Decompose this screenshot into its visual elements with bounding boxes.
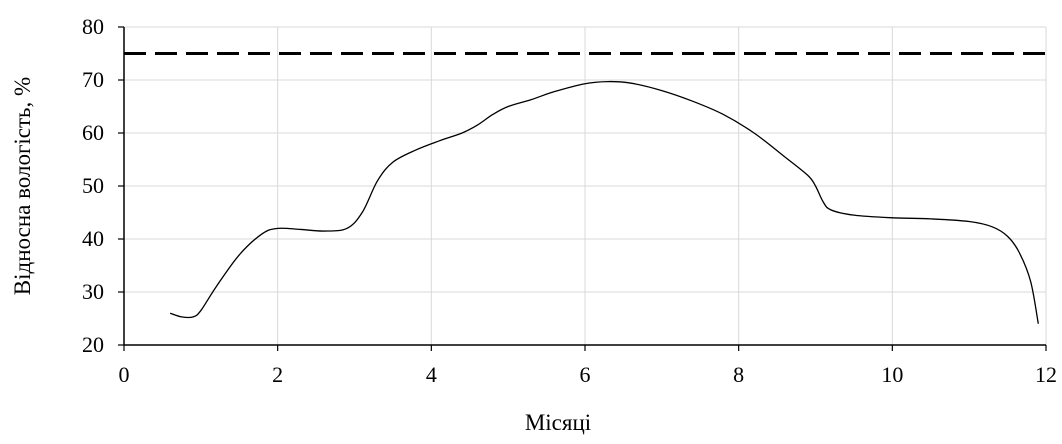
x-tick-label: 8 [733, 362, 744, 387]
axes [118, 26, 1047, 351]
y-tick-label: 50 [82, 173, 104, 198]
x-tick-label: 4 [426, 362, 437, 387]
y-tick-label: 20 [82, 332, 104, 357]
x-tick-label: 12 [1035, 362, 1057, 387]
y-tick-label: 40 [82, 226, 104, 251]
x-tick-labels: 0 2 4 6 8 10 12 [119, 362, 1058, 387]
y-tick-labels: 20 30 40 50 60 70 80 [82, 14, 104, 357]
humidity-series-line [169, 80, 1039, 324]
y-tick-label: 70 [82, 67, 104, 92]
series-lines [124, 52, 1046, 324]
grid-lines [124, 26, 1047, 345]
x-tick-label: 2 [272, 362, 283, 387]
y-axis-title: Відносна вологість, % [10, 77, 35, 295]
y-tick-label: 30 [82, 279, 104, 304]
x-tick-label: 10 [881, 362, 903, 387]
x-tick-label: 6 [580, 362, 591, 387]
y-tick-label: 80 [82, 14, 104, 39]
x-tick-label: 0 [119, 362, 130, 387]
y-tick-label: 60 [82, 120, 104, 145]
x-axis-title: Місяці [525, 410, 591, 435]
